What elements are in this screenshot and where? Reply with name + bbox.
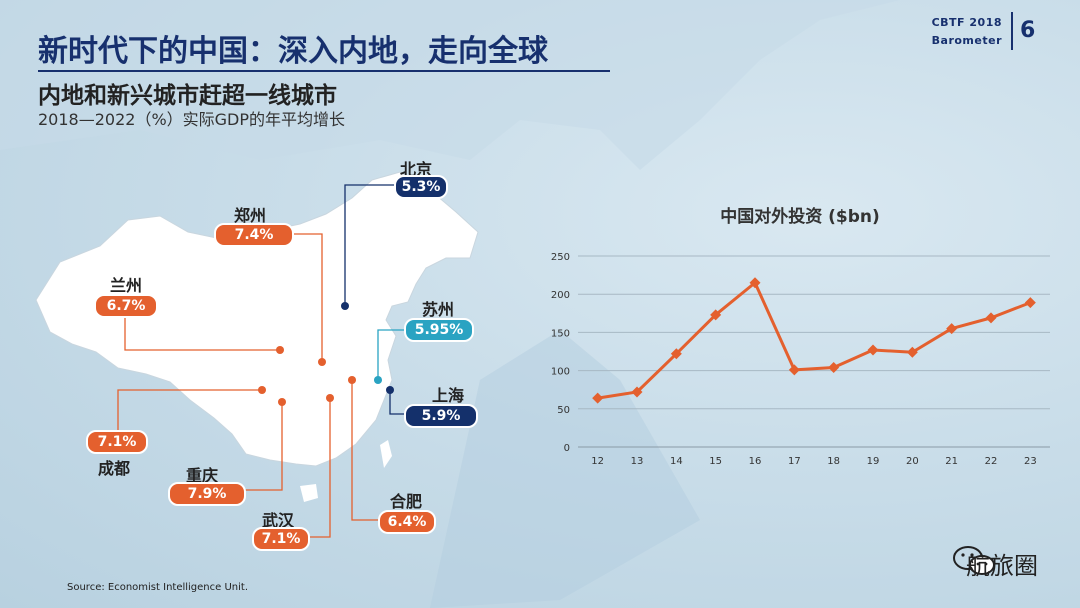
- section-caption: 2018—2022（%）实际GDP的年平均增长: [38, 110, 346, 129]
- data-point: [749, 277, 761, 289]
- dot-wuhan: [326, 394, 334, 402]
- city-name-beijing: 北京: [400, 160, 433, 179]
- neighbor-land: [0, 0, 900, 170]
- x-tick-label: 13: [631, 456, 644, 467]
- data-point: [592, 392, 604, 404]
- data-point: [985, 312, 997, 324]
- city-name-chengdu: 成都: [98, 459, 131, 478]
- wechat-icon: [953, 546, 995, 575]
- leader-beijing: [344, 184, 396, 306]
- city-value-beijing: 5.3%: [394, 175, 448, 199]
- leader-chongqing: [242, 402, 283, 491]
- x-tick-label: 21: [945, 456, 958, 467]
- dot-lanzhou: [276, 346, 284, 354]
- y-tick-label: 100: [551, 367, 570, 378]
- city-value-suzhou: 5.95%: [404, 318, 474, 342]
- city-value-chongqing: 7.9%: [168, 482, 246, 506]
- page-number: 6: [1020, 18, 1036, 43]
- brand-line-1: CBTF 2018: [931, 16, 1002, 29]
- page-title: 新时代下的中国：深入内地，走向全球: [38, 34, 548, 69]
- city-name-lanzhou: 兰州: [110, 276, 143, 295]
- y-tick-label: 0: [564, 443, 570, 454]
- data-point: [828, 362, 840, 374]
- watermark-label: 航旅圈: [966, 552, 1038, 580]
- leader-hefei: [351, 380, 378, 521]
- city-value-zhengzhou: 7.4%: [214, 223, 294, 247]
- chart-title: 中国对外投资 ($bn): [720, 207, 880, 227]
- x-tick-label: 17: [788, 456, 801, 467]
- x-tick-label: 14: [670, 456, 683, 467]
- leader-wuhan: [306, 398, 331, 538]
- leader-chengdu: [117, 389, 262, 430]
- data-point: [906, 346, 918, 358]
- city-value-shanghai: 5.9%: [404, 404, 478, 428]
- city-name-shanghai: 上海: [432, 386, 465, 405]
- brand-line-2: Barometer: [931, 34, 1002, 47]
- x-tick-label: 15: [709, 456, 722, 467]
- dot-suzhou: [374, 376, 382, 384]
- leader-zhengzhou: [292, 233, 323, 362]
- section-subtitle: 内地和新兴城市赶超一线城市: [38, 83, 337, 109]
- x-tick-label: 16: [749, 456, 762, 467]
- data-point: [1024, 297, 1036, 309]
- data-point: [867, 344, 879, 356]
- data-point: [710, 309, 722, 321]
- data-point: [670, 348, 682, 360]
- x-tick-label: 12: [591, 456, 604, 467]
- city-name-wuhan: 武汉: [262, 511, 295, 530]
- leader-lanzhou: [124, 306, 280, 351]
- hainan: [300, 484, 318, 502]
- y-tick-label: 250: [551, 252, 570, 263]
- data-point: [946, 323, 958, 335]
- series-line: [597, 281, 1031, 400]
- city-value-lanzhou: 6.7%: [94, 294, 158, 318]
- x-tick-label: 23: [1024, 456, 1037, 467]
- dot-chengdu: [258, 386, 266, 394]
- city-value-chengdu: 7.1%: [86, 430, 148, 454]
- x-tick-label: 22: [985, 456, 998, 467]
- city-value-hefei: 6.4%: [378, 510, 436, 534]
- city-name-suzhou: 苏州: [422, 300, 455, 319]
- dot-zhengzhou: [318, 358, 326, 366]
- taiwan: [380, 440, 392, 468]
- title-underline: [38, 70, 610, 72]
- sea-region: [430, 330, 700, 608]
- x-tick-label: 18: [827, 456, 840, 467]
- brand-divider: [1011, 12, 1013, 50]
- leader-suzhou: [377, 329, 406, 380]
- leader-shanghai: [389, 390, 404, 415]
- x-tick-label: 19: [867, 456, 880, 467]
- dot-chongqing: [278, 398, 286, 406]
- y-tick-label: 200: [551, 290, 570, 301]
- city-name-chongqing: 重庆: [186, 466, 219, 485]
- city-name-zhengzhou: 郑州: [234, 206, 267, 225]
- line-chart: 0 50 100 150 200 250 12 13 14 15 16 17 18 19 20 21 22 23: [551, 252, 1050, 467]
- source-note: Source: Economist Intelligence Unit.: [67, 582, 249, 593]
- y-tick-label: 50: [557, 405, 570, 416]
- brand-block: CBTF 2018 Barometer: [932, 14, 1002, 50]
- dot-shanghai: [386, 386, 394, 394]
- city-name-hefei: 合肥: [390, 492, 423, 511]
- city-value-wuhan: 7.1%: [252, 527, 310, 551]
- data-point: [788, 364, 800, 376]
- dot-beijing: [341, 302, 349, 310]
- y-tick-label: 150: [551, 328, 570, 339]
- dot-hefei: [348, 376, 356, 384]
- data-point: [631, 386, 643, 398]
- x-tick-label: 20: [906, 456, 919, 467]
